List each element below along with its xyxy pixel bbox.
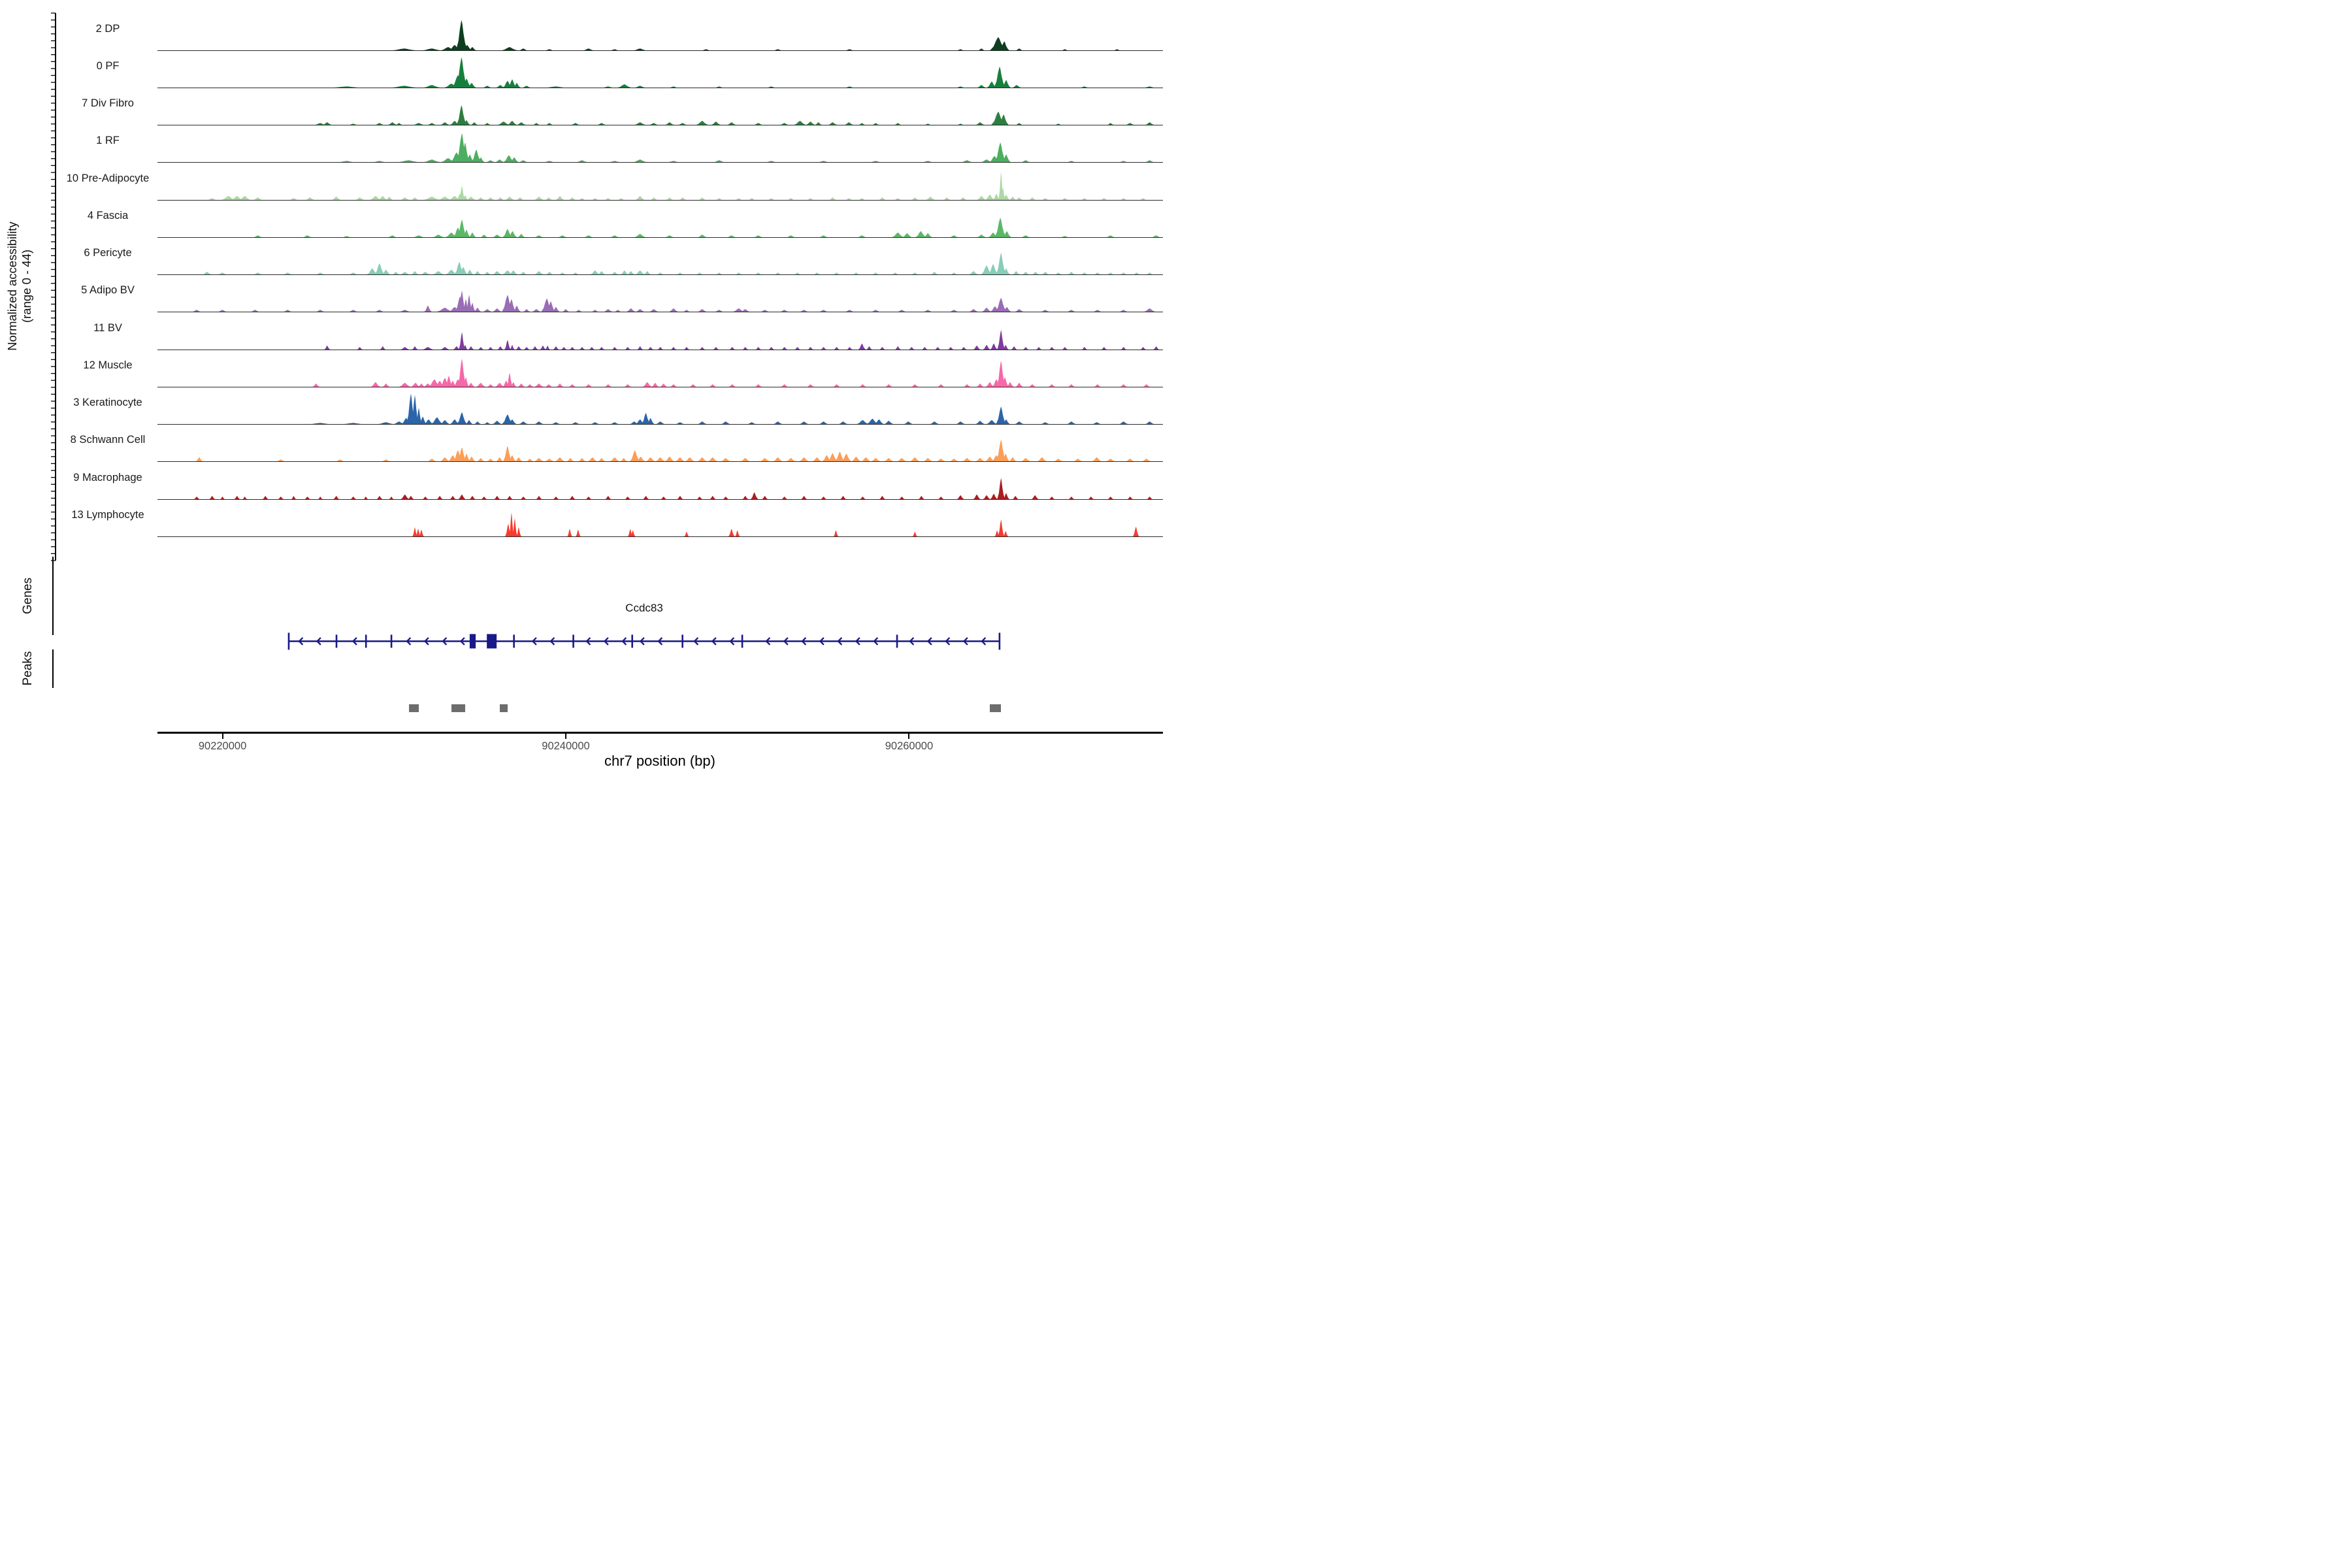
track-signal-10-pre-adipocyte: [206, 171, 1147, 200]
x-axis-title: chr7 position (bp): [604, 753, 715, 769]
gene-name-label: Ccdc83: [625, 602, 663, 614]
track-signal-3-keratinocyte: [307, 393, 1155, 425]
track-signal-1-rf: [336, 133, 1155, 163]
x-tick-label-90240000: 90240000: [542, 740, 590, 752]
track-signal-2-dp: [389, 20, 1121, 51]
peak-region-box-4: [990, 704, 1001, 712]
y-axis-label-line2: (range 0 - 44): [20, 249, 33, 323]
track-label-8-schwann-cell: 8 Schwann Cell: [70, 434, 146, 446]
track-baseline-1-rf: [157, 162, 1163, 163]
track-baseline-3-keratinocyte: [157, 424, 1163, 425]
genes-bracket: [52, 557, 54, 635]
track-baseline-8-schwann-cell: [157, 461, 1163, 463]
track-signal-4-fascia: [252, 217, 1162, 238]
track-signal-6-pericyte: [202, 252, 1154, 275]
genome-coverage-figure: Normalized accessibility (range 0 - 44) …: [0, 0, 1176, 784]
track-label-9-macrophage: 9 Macrophage: [73, 471, 142, 483]
track-label-10-pre-adipocyte: 10 Pre-Adipocyte: [66, 172, 150, 184]
track-baseline-4-fascia: [157, 237, 1163, 238]
track-label-2-dp: 2 DP: [95, 22, 120, 35]
x-axis-line: [157, 732, 1163, 734]
track-label-11-bv: 11 BV: [93, 321, 122, 334]
x-tick-label-90220000: 90220000: [198, 740, 247, 752]
track-label-7-div-fibro: 7 Div Fibro: [82, 97, 134, 109]
peak-region-box-1: [408, 704, 419, 712]
x-tick-90220000: [221, 734, 223, 739]
peaks-section-label: Peaks: [21, 651, 35, 686]
track-baseline-2-dp: [157, 50, 1163, 51]
track-baseline-6-pericyte: [157, 274, 1163, 275]
track-signal-11-bv: [323, 329, 1160, 350]
track-signal-8-schwann-cell: [195, 439, 1152, 462]
gene-model: [287, 632, 1001, 650]
track-baseline-13-lymphocyte: [157, 536, 1163, 537]
track-baseline-9-macrophage: [157, 498, 1163, 500]
track-label-6-pericyte: 6 Pericyte: [84, 247, 132, 259]
track-signal-0-pf: [327, 57, 1156, 88]
track-signal-12-muscle: [312, 358, 1151, 387]
peaks-bracket: [52, 649, 54, 688]
peak-region-box-2: [451, 704, 466, 712]
track-label-1-rf: 1 RF: [96, 135, 120, 147]
track-signal-5-adipo-bv: [191, 291, 1156, 312]
track-baseline-10-pre-adipocyte: [157, 199, 1163, 201]
track-label-5-adipo-bv: 5 Adipo BV: [81, 284, 135, 297]
x-tick-90240000: [565, 734, 566, 739]
track-signal-9-macrophage: [193, 478, 1153, 499]
track-signal-7-div-fibro: [314, 105, 1155, 125]
track-label-4-fascia: 4 Fascia: [87, 209, 129, 221]
track-label-0-pf: 0 PF: [96, 59, 120, 72]
y-axis-ruler: [51, 12, 56, 561]
track-label-3-keratinocyte: 3 Keratinocyte: [73, 397, 142, 408]
y-axis-label-line1: Normalized accessibility: [5, 221, 19, 351]
peak-region-box-3: [499, 704, 508, 712]
track-signal-13-lymphocyte: [412, 512, 1139, 537]
track-label-12-muscle: 12 Muscle: [83, 359, 133, 371]
x-tick-90260000: [908, 734, 910, 739]
y-axis-label: Normalized accessibility (range 0 - 44): [5, 155, 35, 417]
track-label-13-lymphocyte: 13 Lymphocyte: [71, 508, 144, 521]
x-tick-label-90260000: 90260000: [885, 740, 934, 752]
